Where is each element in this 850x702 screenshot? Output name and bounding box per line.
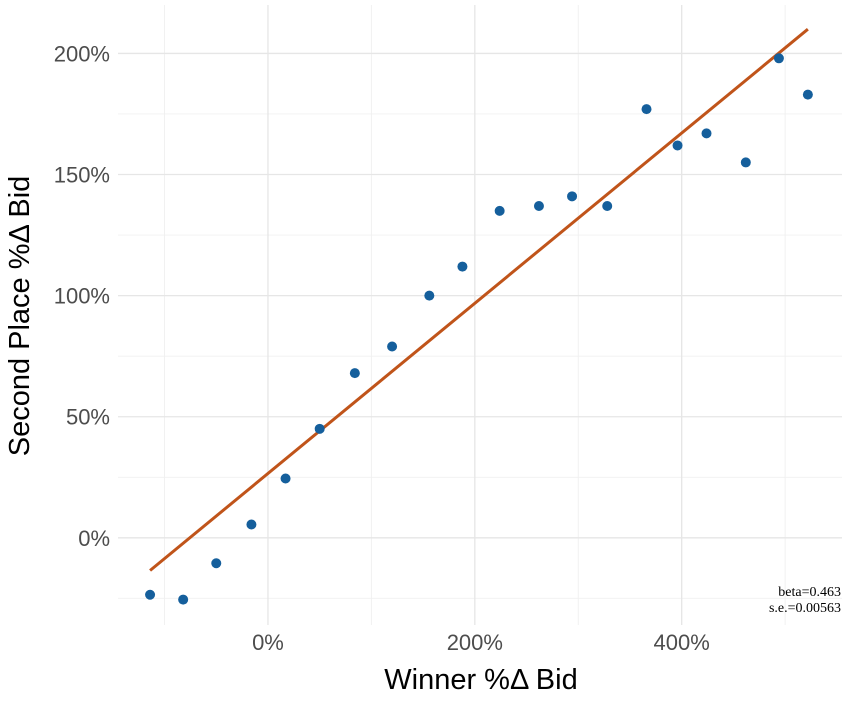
data-point [602, 201, 613, 212]
data-point [457, 261, 468, 272]
fit-line [149, 28, 809, 572]
y-tick-label: 100% [54, 284, 110, 309]
beta-annotation: beta=0.463 [778, 585, 841, 600]
data-point [280, 473, 291, 484]
data-point [349, 368, 360, 379]
data-point [672, 140, 683, 151]
x-axis-title: Winner %Δ Bid [384, 664, 577, 696]
y-tick-label: 150% [54, 163, 110, 188]
data-point [178, 594, 189, 605]
data-point [145, 589, 156, 600]
data-point [387, 341, 398, 352]
data-point [314, 423, 325, 434]
data-point [740, 157, 751, 168]
regression-fit-line-group [149, 28, 809, 572]
data-point [567, 191, 578, 202]
data-point [641, 104, 652, 115]
major-gridlines [118, 5, 842, 625]
se-annotation: s.e.=0.00563 [769, 601, 841, 616]
data-point [773, 53, 784, 64]
data-point [211, 558, 222, 569]
y-tick-label: 0% [78, 526, 110, 551]
minor-gridlines [118, 5, 842, 625]
data-points [145, 53, 813, 605]
data-point [701, 128, 712, 139]
y-tick-label: 200% [54, 41, 110, 66]
data-point [494, 205, 505, 216]
x-tick-label: 200% [447, 630, 503, 655]
x-tick-labels: 0% 200% 400% [252, 630, 710, 655]
y-tick-label: 50% [66, 405, 110, 430]
data-point [246, 519, 257, 530]
y-tick-labels: 0% 50% 100% 150% 200% [54, 41, 110, 550]
data-point [533, 201, 544, 212]
data-point [802, 89, 813, 100]
x-tick-label: 400% [654, 630, 710, 655]
y-axis-title: Second Place %Δ Bid [4, 176, 36, 457]
data-point [424, 290, 435, 301]
x-tick-label: 0% [252, 630, 284, 655]
